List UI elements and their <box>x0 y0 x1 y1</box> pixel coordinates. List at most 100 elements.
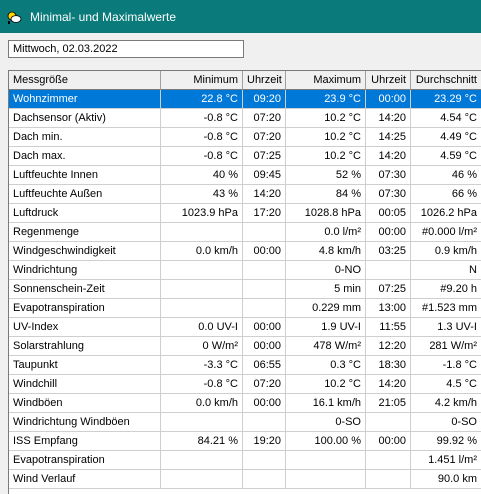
table-header-row: Messgröße Minimum Uhrzeit Maximum Uhrzei… <box>9 71 481 90</box>
row-minimum <box>161 223 243 242</box>
table-row[interactable]: Dach max. -0.8 °C 07:25 10.2 °C 14:20 4.59 °C <box>9 147 481 166</box>
row-measure: Dach max. <box>9 147 161 166</box>
table-row[interactable]: Windrichtung Windböen 0-SO 0-SO <box>9 413 481 432</box>
header-min-time[interactable]: Uhrzeit <box>243 71 286 90</box>
header-minimum[interactable]: Minimum <box>161 71 243 90</box>
row-maximum: 0-SO <box>286 413 366 432</box>
header-average[interactable]: Durchschnitt <box>411 71 481 90</box>
row-minimum: 1023.9 hPa <box>161 204 243 223</box>
row-max-time: 14:25 <box>366 128 411 147</box>
row-maximum: 1028.8 hPa <box>286 204 366 223</box>
row-maximum: 10.2 °C <box>286 128 366 147</box>
table-row[interactable]: Windrichtung 0-NO N <box>9 261 481 280</box>
table-row[interactable]: Sonnenschein-Zeit 5 min 07:25 #9.20 h <box>9 280 481 299</box>
row-maximum: 10.2 °C <box>286 109 366 128</box>
row-average: 281 W/m² <box>411 337 481 356</box>
row-maximum: 23.9 °C <box>286 90 366 109</box>
row-maximum: 5 min <box>286 280 366 299</box>
row-minimum: 0.0 UV-I <box>161 318 243 337</box>
row-average: 90.0 km <box>411 470 481 489</box>
row-minimum <box>161 280 243 299</box>
table-row[interactable]: UV-Index 0.0 UV-I 00:00 1.9 UV-I 11:55 1.3 UV… <box>9 318 481 337</box>
row-max-time: 12:20 <box>366 337 411 356</box>
table-row[interactable]: Windböen 0.0 km/h 00:00 16.1 km/h 21:05 4.2 k… <box>9 394 481 413</box>
row-minimum: -0.8 °C <box>161 109 243 128</box>
row-min-time: 00:00 <box>243 318 286 337</box>
row-min-time <box>243 223 286 242</box>
row-min-time <box>243 451 286 470</box>
row-average: 23.29 °C <box>411 90 481 109</box>
row-maximum: 4.8 km/h <box>286 242 366 261</box>
row-minimum: 22.8 °C <box>161 90 243 109</box>
row-minimum: 0.0 km/h <box>161 394 243 413</box>
row-average: #1.523 mm <box>411 299 481 318</box>
row-measure: Wind Verlauf <box>9 470 161 489</box>
table-row[interactable]: Taupunkt -3.3 °C 06:55 0.3 °C 18:30 -1.8 °C <box>9 356 481 375</box>
row-measure: Evapotranspiration <box>9 451 161 470</box>
table-row[interactable]: Dach min. -0.8 °C 07:20 10.2 °C 14:25 4.49 °C <box>9 128 481 147</box>
header-maximum[interactable]: Maximum <box>286 71 366 90</box>
table-row[interactable]: Wohnzimmer 22.8 °C 09:20 23.9 °C 00:00 23.29 … <box>9 90 481 109</box>
table-row[interactable]: Dachsensor (Aktiv) -0.8 °C 07:20 10.2 °C 14:… <box>9 109 481 128</box>
row-min-time: 00:00 <box>243 242 286 261</box>
row-minimum: 0 W/m² <box>161 337 243 356</box>
row-max-time: 00:00 <box>366 90 411 109</box>
row-max-time <box>366 413 411 432</box>
row-measure: Regenmenge <box>9 223 161 242</box>
table-row[interactable]: Luftfeuchte Innen 40 % 09:45 52 % 07:30 46 % <box>9 166 481 185</box>
row-average: #0.000 l/m² <box>411 223 481 242</box>
row-minimum: 84.21 % <box>161 432 243 451</box>
weather-app-icon[interactable] <box>6 8 22 25</box>
date-field[interactable]: Mittwoch, 02.03.2022 <box>8 40 244 58</box>
row-maximum: 0.229 mm <box>286 299 366 318</box>
title-bar: Minimal- und Maximalwerte <box>0 0 481 33</box>
table-row[interactable]: Wind Verlauf 90.0 km <box>9 470 481 489</box>
row-min-time: 17:20 <box>243 204 286 223</box>
table-row[interactable]: Evapotranspiration 1.451 l/m² <box>9 451 481 470</box>
row-max-time: 07:30 <box>366 185 411 204</box>
header-measure[interactable]: Messgröße <box>9 71 161 90</box>
row-max-time: 07:25 <box>366 280 411 299</box>
row-minimum: 40 % <box>161 166 243 185</box>
row-min-time <box>243 299 286 318</box>
table-row[interactable]: Luftfeuchte Außen 43 % 14:20 84 % 07:30 66 % <box>9 185 481 204</box>
row-average: 0-SO <box>411 413 481 432</box>
table-row[interactable]: ISS Empfang 84.21 % 19:20 100.00 % 00:00 99.9… <box>9 432 481 451</box>
row-average: 4.54 °C <box>411 109 481 128</box>
row-min-time <box>243 261 286 280</box>
row-max-time: 14:20 <box>366 147 411 166</box>
row-minimum <box>161 261 243 280</box>
row-measure: UV-Index <box>9 318 161 337</box>
table-row[interactable]: Luftdruck 1023.9 hPa 17:20 1028.8 hPa 00:05 1… <box>9 204 481 223</box>
row-measure: Evapotranspiration <box>9 299 161 318</box>
row-minimum: -0.8 °C <box>161 147 243 166</box>
table-row[interactable]: Evapotranspiration 0.229 mm 13:00 #1.523 mm <box>9 299 481 318</box>
table-row[interactable]: Windchill -0.8 °C 07:20 10.2 °C 14:20 4.5 °C <box>9 375 481 394</box>
row-max-time: 14:20 <box>366 375 411 394</box>
row-min-time: 09:45 <box>243 166 286 185</box>
row-max-time: 21:05 <box>366 394 411 413</box>
row-min-time: 19:20 <box>243 432 286 451</box>
row-min-time: 07:20 <box>243 375 286 394</box>
row-maximum: 0.0 l/m² <box>286 223 366 242</box>
table-row[interactable]: Regenmenge 0.0 l/m² 00:00 #0.000 l/m² <box>9 223 481 242</box>
row-min-time <box>243 413 286 432</box>
row-average: 4.2 km/h <box>411 394 481 413</box>
table-row[interactable]: Solarstrahlung 0 W/m² 00:00 478 W/m² 12:20 28… <box>9 337 481 356</box>
row-measure: Wohnzimmer <box>9 90 161 109</box>
row-average: 4.59 °C <box>411 147 481 166</box>
row-minimum <box>161 299 243 318</box>
row-max-time <box>366 261 411 280</box>
table-row[interactable]: Windgeschwindigkeit 0.0 km/h 00:00 4.8 km/h… <box>9 242 481 261</box>
row-average: N <box>411 261 481 280</box>
row-max-time: 11:55 <box>366 318 411 337</box>
row-max-time: 00:00 <box>366 223 411 242</box>
row-average: 46 % <box>411 166 481 185</box>
row-min-time: 09:20 <box>243 90 286 109</box>
row-maximum: 10.2 °C <box>286 375 366 394</box>
header-max-time[interactable]: Uhrzeit <box>366 71 411 90</box>
row-average: 1.451 l/m² <box>411 451 481 470</box>
row-measure: Windchill <box>9 375 161 394</box>
row-max-time: 00:05 <box>366 204 411 223</box>
row-measure: Solarstrahlung <box>9 337 161 356</box>
